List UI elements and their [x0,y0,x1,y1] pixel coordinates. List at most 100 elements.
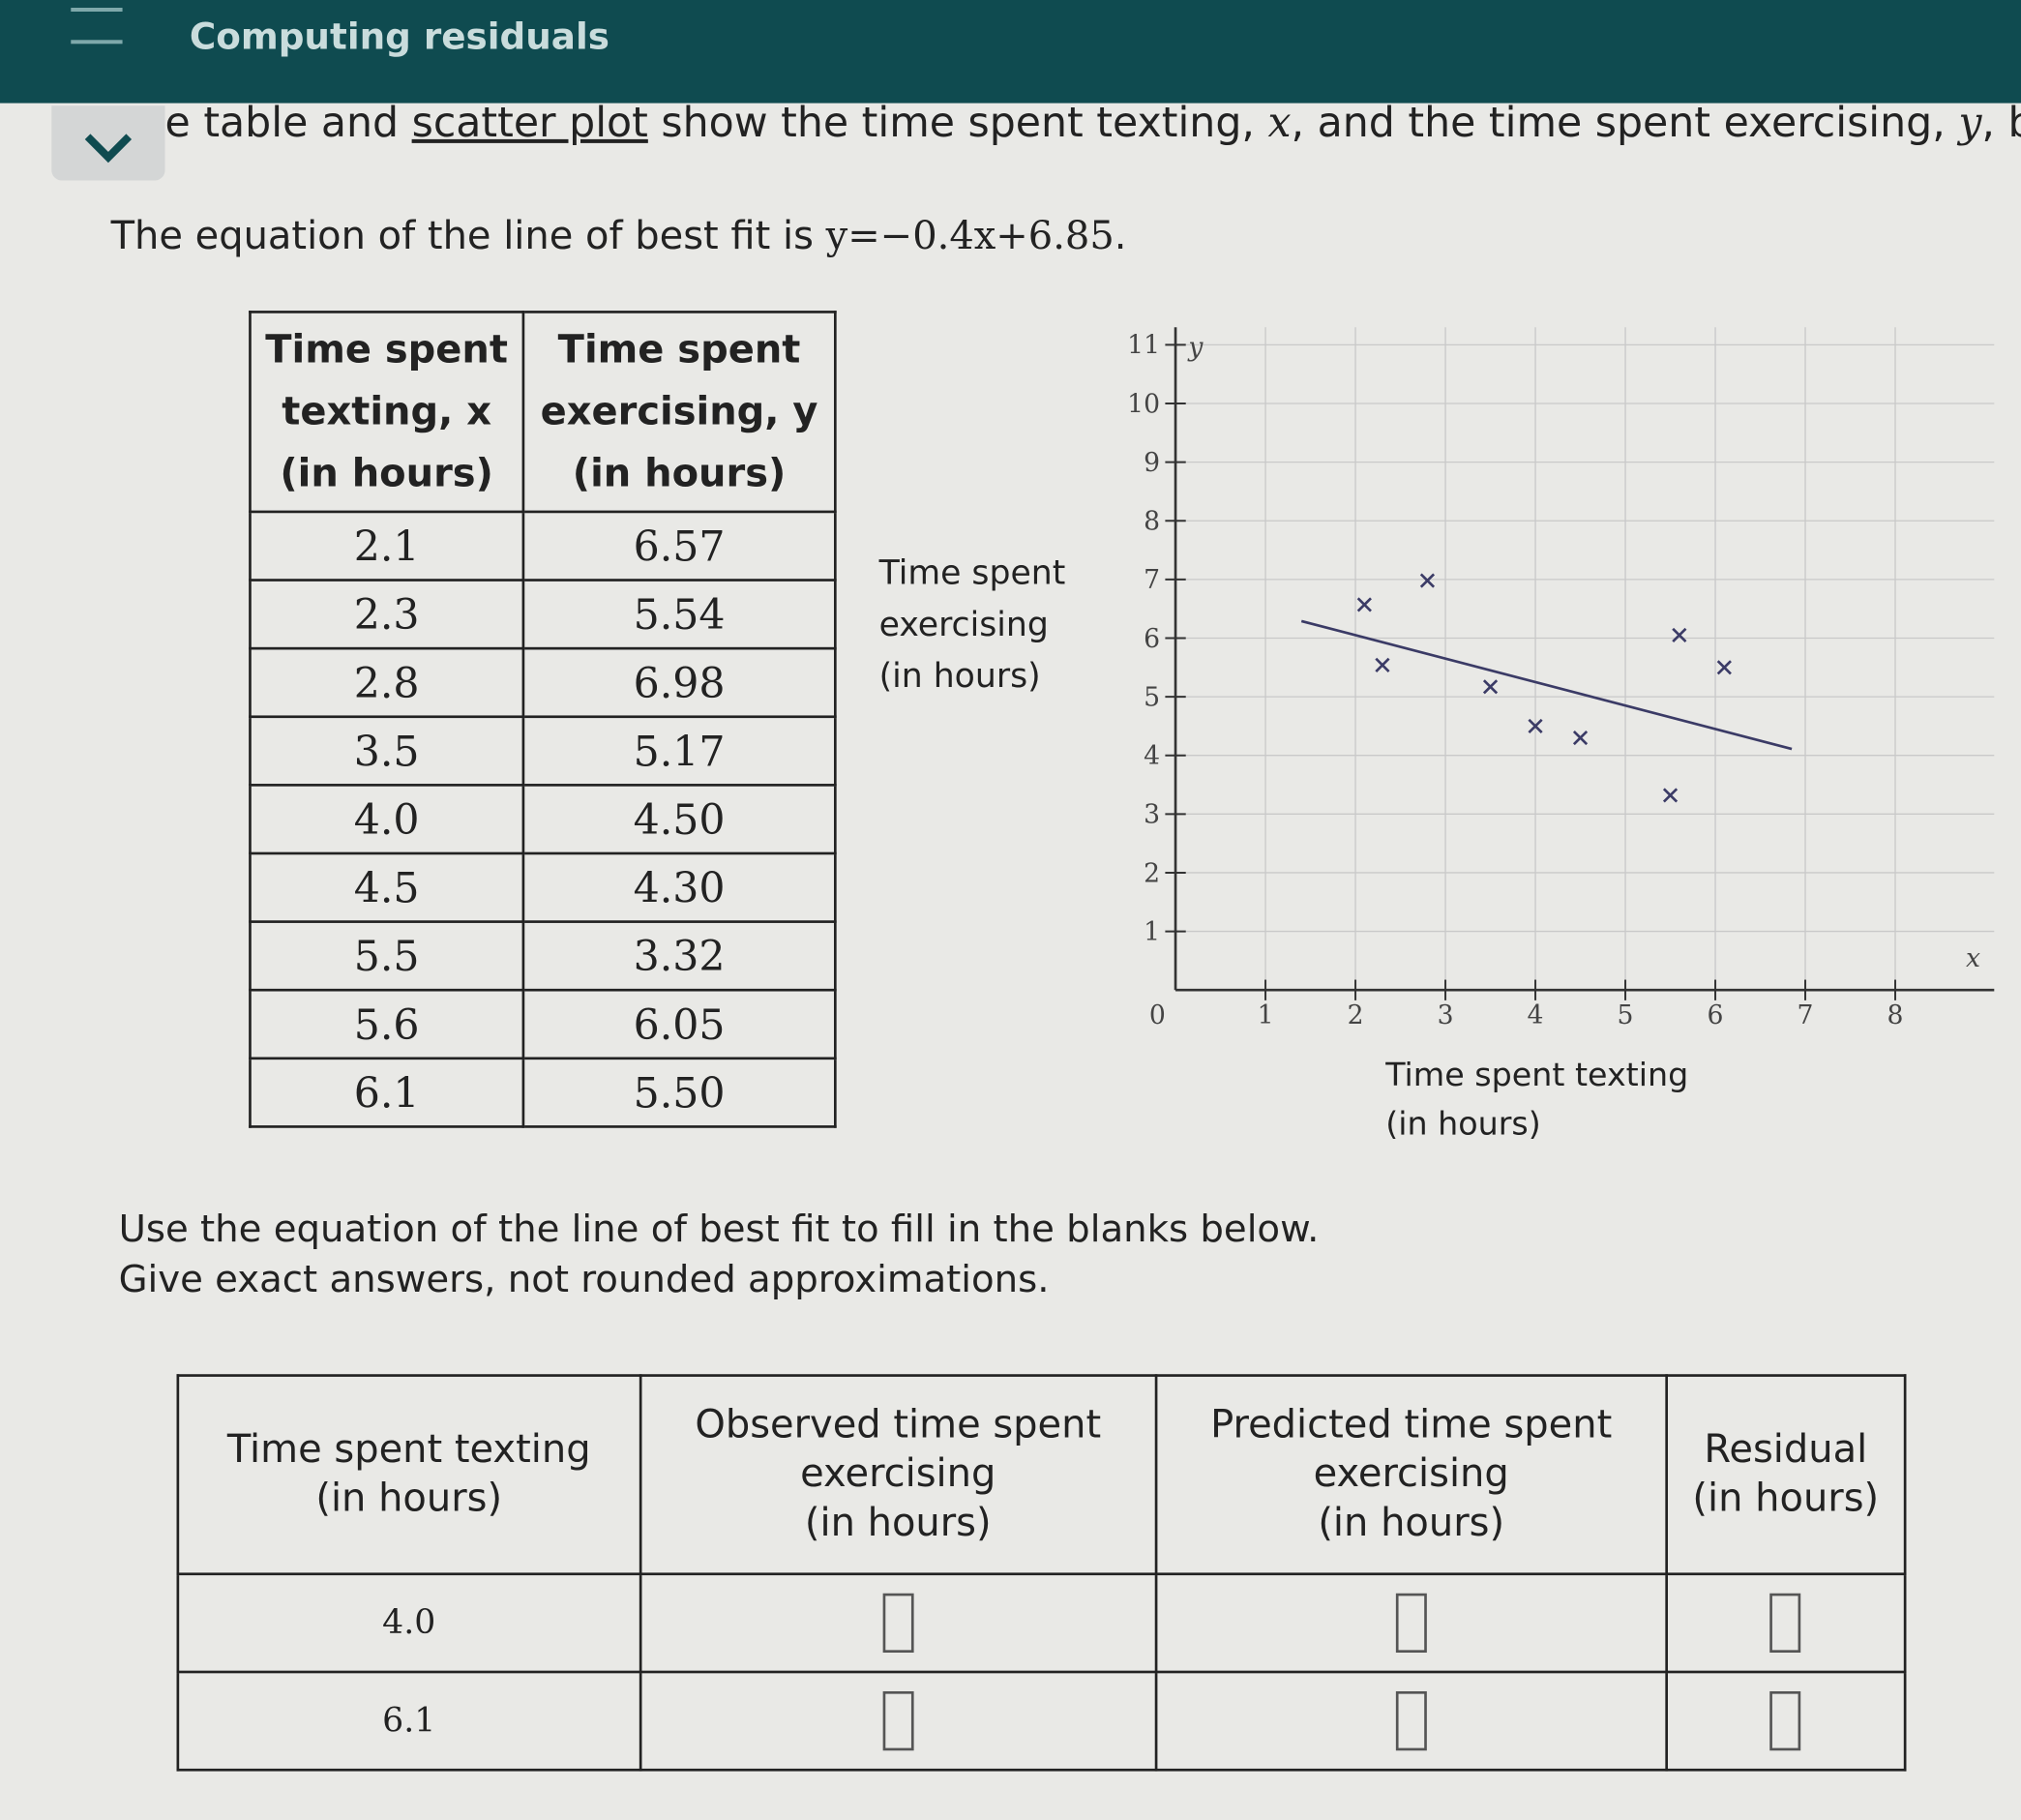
point [1716,660,1732,675]
header-line: (in hours) [572,450,787,496]
header-line: (in hours) [280,450,493,496]
row: 2.3 5.54 [249,579,837,650]
x-tick-label: 0 [1149,1000,1166,1030]
formula: y=−0.4x+6.85 [825,214,1115,259]
cell: 6.98 [521,646,837,719]
header-line: (in hours) [315,1476,503,1522]
x-axis-label: (in hours) [1385,1104,1541,1142]
point [1572,730,1589,746]
cell: 3.32 [521,920,837,992]
x-tick-label: 5 [1618,1000,1634,1030]
header-cell: Time spent exercising, y (in hours) [521,311,837,514]
y-tick-label: 1 [1144,917,1160,947]
x-tick-label: 2 [1348,1000,1364,1030]
cell [1154,1572,1668,1674]
answer-input[interactable] [1395,1593,1427,1654]
row: 3.5 5.17 [249,715,837,787]
label-line: exercising [878,606,1049,645]
y-tick-label: 9 [1144,448,1160,478]
row: 6.1 [176,1670,1907,1772]
header-cell: Time spent texting (in hours) [176,1374,641,1576]
x-axis-label: Time spent texting [1384,1056,1688,1093]
answer-input[interactable] [882,1593,914,1654]
cell: 6.57 [521,510,837,582]
header-line: (in hours) [1318,1500,1505,1546]
header-line: Residual [1704,1426,1868,1473]
row: 4.0 [176,1572,1907,1674]
row: 2.1 6.57 [249,510,837,582]
header-line: texting, x [282,388,491,434]
header-cell: Time spent texting, x (in hours) [249,311,525,514]
text: show the time spent texting, [647,98,1268,147]
row: 4.0 4.50 [249,784,837,855]
point [1482,679,1499,695]
cell: 5.6 [249,988,525,1060]
instruction-line: Use the equation of the line of best fit… [118,1207,1320,1251]
point [1528,718,1543,734]
y-tick-label: 11 [1127,331,1160,361]
top-bar [0,0,2021,104]
collapse-button[interactable] [51,105,165,181]
cell: 4.0 [249,784,525,855]
header-line: exercising [800,1451,996,1497]
cell [639,1670,1158,1772]
page-title: Computing residuals [189,15,609,58]
answer-input[interactable] [1769,1690,1801,1751]
y-tick-label: 10 [1127,389,1160,419]
y-tick-label: 7 [1144,565,1160,595]
header-line: (in hours) [804,1500,992,1546]
cell: 4.5 [249,851,525,923]
instruction-line: Give exact answers, not rounded approxim… [118,1256,1050,1301]
y-axis-name: y [1187,333,1204,363]
row: 5.5 3.32 [249,920,837,992]
cell: 6.05 [521,988,837,1060]
cell: 5.5 [249,920,525,992]
chevron-icon [84,134,133,164]
answer-input[interactable] [1769,1593,1801,1654]
header-line: Time spent [557,326,801,373]
header-cell: Predicted time spent exercising (in hours) [1154,1374,1668,1576]
y-axis-label: Time spent exercising (in hours) [879,548,1066,702]
answer-input[interactable] [1395,1690,1427,1751]
y-tick-label: 8 [1144,507,1160,537]
text: e table and [164,98,412,147]
point [1672,627,1687,643]
label-line: Time spent [878,553,1066,593]
point [1375,657,1390,672]
answer-input[interactable] [882,1690,914,1751]
instructions: Use the equation of the line of best fit… [119,1204,1320,1304]
cell [1665,1572,1907,1674]
text: , by [1981,98,2021,147]
point [1356,597,1372,612]
equation-text: The equation of the line of best fit is … [111,214,1127,259]
variable: x [1267,98,1292,147]
menu-button[interactable] [71,7,123,45]
cell: 5.54 [521,579,837,650]
row: 5.6 6.05 [249,988,837,1060]
row: 4.5 4.30 [249,851,837,923]
cell: 6.1 [176,1670,641,1772]
header-cell: Residual (in hours) [1665,1374,1907,1576]
text: The equation of the line of best fit is [110,214,826,259]
x-tick-label: 6 [1708,1000,1724,1030]
header-row: Time spent texting, x (in hours) Time spent… [249,311,837,514]
cell: 3.5 [249,715,525,787]
x-tick-label: 8 [1887,1000,1904,1030]
header-line: exercising [1313,1451,1509,1497]
data-table: Time spent texting, x (in hours) Time spent… [249,311,837,1128]
cell [1154,1670,1668,1772]
x-axis-name: x [1966,943,1980,973]
cell: 4.50 [521,784,837,855]
answer-table: Time spent texting (in hours) Observed tim… [176,1374,1907,1772]
text: , and the time spent exercising, [1291,98,1959,147]
x-tick-label: 3 [1438,1000,1454,1030]
link[interactable]: scatter plot [411,98,648,147]
x-tick-label: 1 [1258,1000,1274,1030]
cell [639,1572,1158,1674]
cell: 4.0 [176,1572,641,1674]
header-line: (in hours) [1692,1476,1880,1522]
cell: 2.8 [249,646,525,719]
